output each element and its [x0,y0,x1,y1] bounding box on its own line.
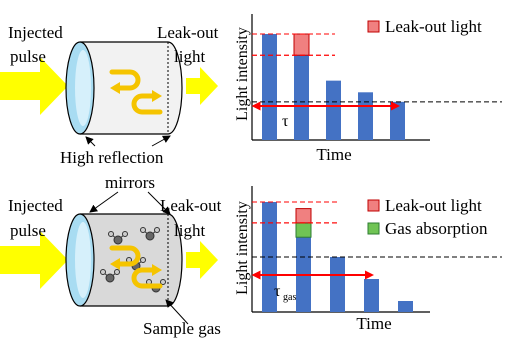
top-light-label: light [174,47,205,66]
bottom-pulse-label: pulse [10,221,46,240]
bottom-light-label: light [174,221,205,240]
bar-3 [330,257,345,312]
bar-5 [398,301,413,312]
sample-gas-label: Sample gas [143,319,221,338]
leakout-segment [293,33,310,56]
cavity-light-arrows [109,245,163,289]
bar-5 [390,101,405,140]
injected-pulse-arrow [0,231,68,289]
injected-pulse-arrow [0,57,68,115]
x-axis-label: Time [356,314,391,333]
bar-2 [294,55,309,141]
cavity-light-arrows [109,69,163,115]
y-axis-label: Light intensity [234,201,251,295]
bar-3 [326,80,341,140]
bar-1 [262,34,277,140]
y-axis-label: Light intensity [234,27,251,121]
gas-molecules [100,227,166,293]
gas-absorption-segment [295,222,312,238]
bottom-leakout-label: Leak-out [160,196,222,215]
bottom-injected-label: Injected [8,196,63,215]
leakout-arrow [186,241,218,279]
leakout-arrow [186,67,218,105]
legend-gas-swatch [367,222,380,235]
bottom-chart: Light intensity Time Leak-out light Gas … [234,186,502,333]
top-cavity-diagram: Injected pulse Leak-out light [0,23,219,135]
tau-subscript: gas [283,292,296,303]
x-axis-label: Time [316,145,351,164]
tau-label: τ [274,283,281,300]
mirrors-callout: High reflection mirrors [60,135,171,215]
bottom-cavity-diagram: Injected pulse Leak-out light Sample gas [0,196,222,338]
legend-leakout-label: Leak-out light [385,196,482,215]
legend-leakout-label: Leak-out light [385,17,482,36]
legend-leakout-swatch [367,199,380,212]
tau-label: τ [282,113,289,130]
mirrors-label-line1: High reflection [60,148,164,167]
top-injected-label: Injected [8,23,63,42]
bar-4 [364,279,379,312]
top-chart: Light intensity Time Leak-out light τ [234,14,502,164]
legend-leakout-swatch [367,20,380,33]
legend-gas-label: Gas absorption [385,219,488,238]
bar-4 [358,92,373,140]
top-pulse-label: pulse [10,47,46,66]
top-leakout-label: Leak-out [157,23,219,42]
mirrors-label-line2: mirrors [105,173,155,192]
leakout-segment [295,208,312,224]
